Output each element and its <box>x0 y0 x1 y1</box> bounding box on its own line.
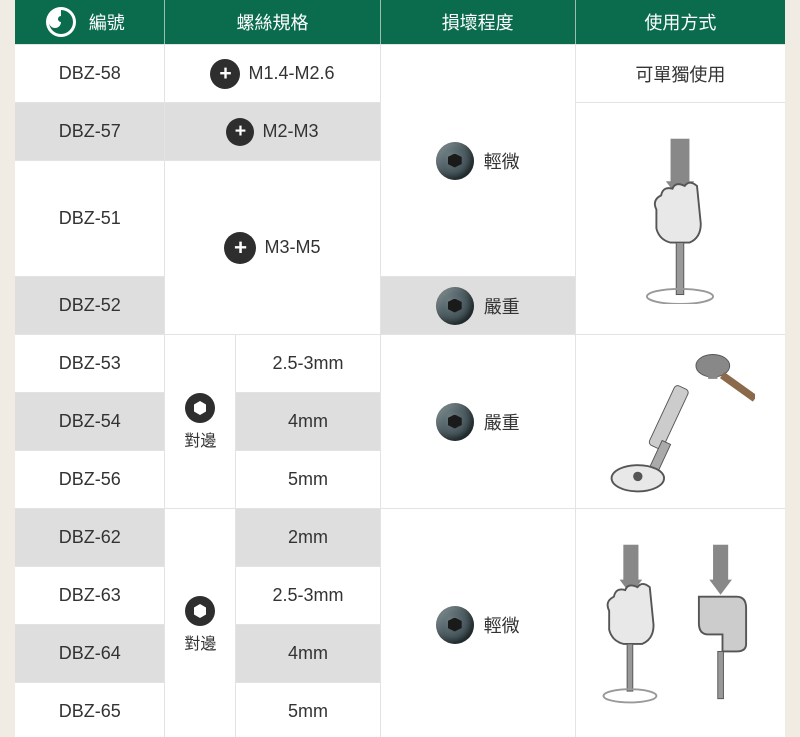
spec-hex-group: 對邊 2.5-3mm4mm5mm <box>165 334 379 508</box>
table-body: DBZ-58DBZ-57DBZ-51DBZ-52DBZ-53DBZ-54DBZ-… <box>15 44 785 737</box>
hex-label-cell: 對邊 <box>165 509 236 737</box>
hex-label: 對邊 <box>184 630 216 654</box>
damage-label: 輕微 <box>484 612 520 638</box>
phillips-icon: + <box>210 59 240 89</box>
header-col-number: 編號 <box>15 0 164 44</box>
header-col-spec: 螺絲規格 <box>164 0 379 44</box>
spec-cell: + M1.4-M2.6 <box>165 44 379 102</box>
hex-icon <box>185 596 215 626</box>
hex-size-cell: 5mm <box>236 682 379 737</box>
damage-cell: 嚴重 <box>381 334 575 508</box>
model-cell: DBZ-52 <box>15 276 164 334</box>
model-cell: DBZ-51 <box>15 160 164 276</box>
screw-head-icon <box>436 287 474 325</box>
table-header: 編號 螺絲規格 損壞程度 使用方式 <box>15 0 785 44</box>
usage-image-cell <box>576 102 785 334</box>
hex-icon <box>185 393 215 423</box>
spec-hex-group: 對邊 2mm2.5-3mm4mm5mm <box>165 508 379 737</box>
col-spec: +M1.4-M2.6+M2-M3+M3-M5對邊2.5-3mm4mm5mm對邊2… <box>164 44 379 737</box>
usage-image-cell <box>576 508 785 737</box>
spec-label: M2-M3 <box>262 121 318 142</box>
model-cell: DBZ-56 <box>15 450 164 508</box>
header-label: 損壞程度 <box>442 9 514 35</box>
hex-size-cell: 2.5-3mm <box>236 335 379 392</box>
usage-image-cell <box>576 334 785 508</box>
hex-size-cell: 4mm <box>236 392 379 450</box>
model-cell: DBZ-63 <box>15 566 164 624</box>
damage-label: 嚴重 <box>484 409 520 435</box>
model-cell: DBZ-64 <box>15 624 164 682</box>
hand-press-icon <box>620 134 740 304</box>
damage-cell: 嚴重 <box>381 276 575 334</box>
spec-cell: + M2-M3 <box>165 102 379 160</box>
col-damage: 輕微嚴重嚴重輕微 <box>380 44 575 737</box>
hex-size-cell: 2.5-3mm <box>236 566 379 624</box>
header-label: 螺絲規格 <box>237 9 309 35</box>
damage-cell: 輕微 <box>381 44 575 276</box>
damage-label: 輕微 <box>484 148 520 174</box>
screw-head-icon <box>436 142 474 180</box>
col-usage: 可單獨使用 <box>575 44 785 737</box>
header-label: 使用方式 <box>644 9 716 35</box>
phillips-icon: + <box>226 118 254 146</box>
spec-cell: + M3-M5 <box>165 160 379 334</box>
page-wrap: 編號 螺絲規格 損壞程度 使用方式 DBZ-58DBZ-57DBZ-51DBZ-… <box>0 0 800 737</box>
model-cell: DBZ-54 <box>15 392 164 450</box>
hex-size-cell: 2mm <box>236 509 379 566</box>
damage-cell: 輕微 <box>381 508 575 737</box>
model-cell: DBZ-58 <box>15 44 164 102</box>
product-table: 編號 螺絲規格 損壞程度 使用方式 DBZ-58DBZ-57DBZ-51DBZ-… <box>15 0 785 737</box>
spec-label: M1.4-M2.6 <box>248 63 334 84</box>
usage-title-cell: 可單獨使用 <box>576 44 785 102</box>
header-col-damage: 損壞程度 <box>380 0 575 44</box>
model-cell: DBZ-57 <box>15 102 164 160</box>
hex-label-cell: 對邊 <box>165 335 236 508</box>
hex-size-cell: 4mm <box>236 624 379 682</box>
brand-logo-icon <box>45 6 77 38</box>
spec-label: M3-M5 <box>264 237 320 258</box>
hammer-strike-icon <box>605 347 755 497</box>
model-cell: DBZ-65 <box>15 682 164 737</box>
header-label: 編號 <box>89 9 125 35</box>
hex-size-cell: 5mm <box>236 450 379 508</box>
header-col-usage: 使用方式 <box>575 0 785 44</box>
hex-label: 對邊 <box>184 427 216 451</box>
dual-use-icon <box>585 540 775 710</box>
col-number: DBZ-58DBZ-57DBZ-51DBZ-52DBZ-53DBZ-54DBZ-… <box>15 44 164 737</box>
model-cell: DBZ-62 <box>15 508 164 566</box>
screw-head-icon <box>436 606 474 644</box>
model-cell: DBZ-53 <box>15 334 164 392</box>
damage-label: 嚴重 <box>484 293 520 319</box>
screw-head-icon <box>436 403 474 441</box>
phillips-icon: + <box>224 232 256 264</box>
